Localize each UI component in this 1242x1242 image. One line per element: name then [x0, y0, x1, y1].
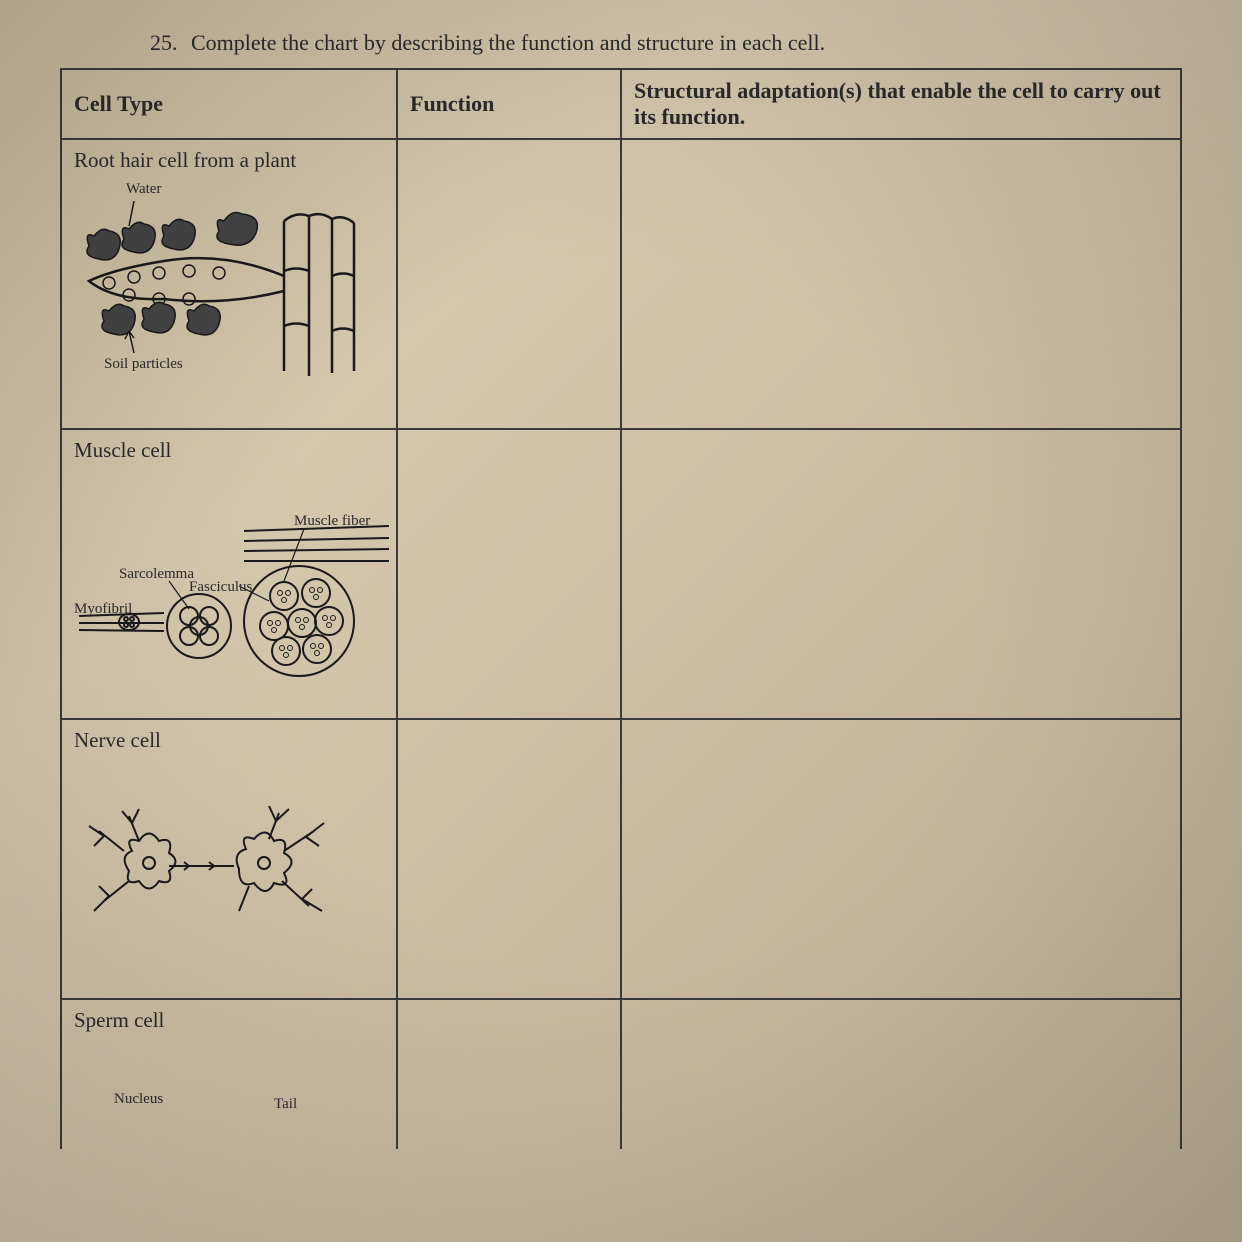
- function-cell: [397, 719, 621, 999]
- function-cell: [397, 429, 621, 719]
- col-header-function: Function: [397, 69, 621, 139]
- cell-type-sperm: Sperm cell Nucleus Tail: [61, 999, 397, 1149]
- cell-type-nerve: Nerve cell: [61, 719, 397, 999]
- function-cell: [397, 999, 621, 1149]
- col-header-celltype: Cell Type: [61, 69, 397, 139]
- question-number: 25.: [150, 30, 178, 56]
- structure-cell: [621, 429, 1181, 719]
- diagram-label: Sarcolemma: [119, 566, 194, 583]
- diagram-label: Fasciculus: [189, 579, 252, 596]
- table-row: Root hair cell from a plant Water Soil p…: [61, 139, 1181, 429]
- cell-label: Root hair cell from a plant: [74, 148, 384, 173]
- structure-cell: [621, 999, 1181, 1149]
- table-header-row: Cell Type Function Structural adaptation…: [61, 69, 1181, 139]
- roothair-diagram: Water Soil particles: [74, 181, 384, 401]
- nerve-diagram: [74, 761, 384, 961]
- cell-chart-table: Cell Type Function Structural adaptation…: [60, 68, 1182, 1149]
- cell-label: Nerve cell: [74, 728, 384, 753]
- structure-cell: [621, 139, 1181, 429]
- nerve-svg: [74, 761, 374, 961]
- structure-cell: [621, 719, 1181, 999]
- table-row: Muscle cell Muscle fiber Sarcolemma Fasc…: [61, 429, 1181, 719]
- diagram-label: Nucleus: [114, 1091, 163, 1108]
- question-prompt: 25. Complete the chart by describing the…: [150, 30, 1182, 56]
- diagram-label: Tail: [274, 1096, 297, 1113]
- question-text: Complete the chart by describing the fun…: [191, 30, 825, 55]
- sperm-diagram: Nucleus Tail: [74, 1041, 384, 1121]
- diagram-label: Water: [126, 181, 161, 198]
- cell-label: Muscle cell: [74, 438, 384, 463]
- diagram-label: Soil particles: [104, 356, 183, 373]
- table-row: Sperm cell Nucleus Tail: [61, 999, 1181, 1149]
- diagram-label: Myofibril: [74, 601, 132, 618]
- cell-type-muscle: Muscle cell Muscle fiber Sarcolemma Fasc…: [61, 429, 397, 719]
- cell-label: Sperm cell: [74, 1008, 384, 1033]
- table-row: Nerve cell: [61, 719, 1181, 999]
- col-header-structure: Structural adaptation(s) that enable the…: [621, 69, 1181, 139]
- muscle-diagram: Muscle fiber Sarcolemma Fasciculus Myofi…: [74, 471, 384, 701]
- cell-type-roothair: Root hair cell from a plant Water Soil p…: [61, 139, 397, 429]
- function-cell: [397, 139, 621, 429]
- diagram-label: Muscle fiber: [294, 513, 370, 530]
